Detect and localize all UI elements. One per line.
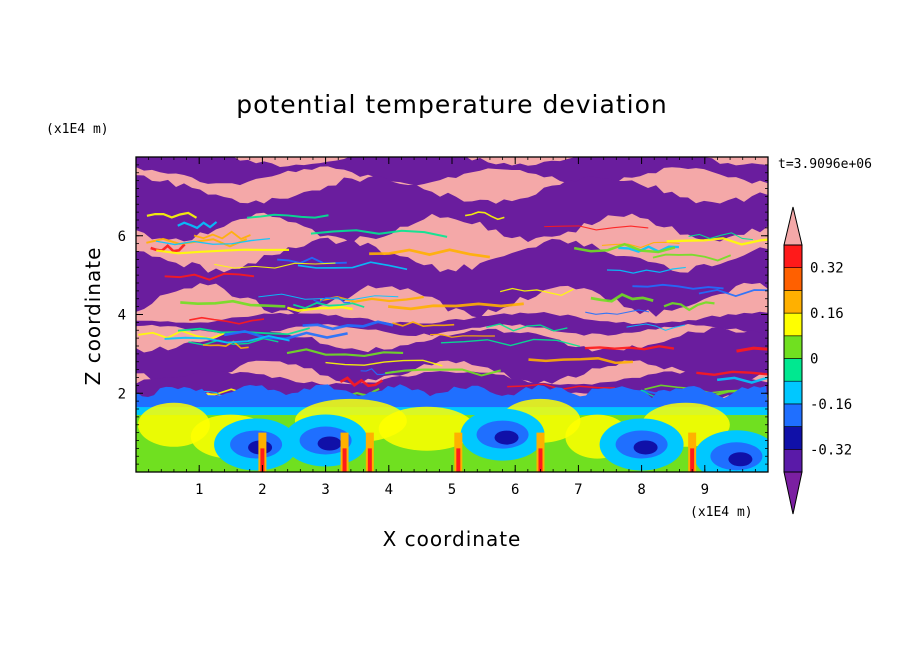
filament [590,293,654,303]
x-tick-label: 4 [385,482,393,498]
filament [632,283,724,290]
filament [688,232,753,241]
filament [286,348,404,358]
filament [155,237,271,246]
x-tick-label: 2 [258,482,266,498]
time-label: t=3.9096e+06 [778,157,872,172]
x-tick-label: 9 [701,482,709,498]
filament [465,211,505,221]
filament [430,333,495,338]
colorbar-segment [783,380,803,405]
filament [388,302,524,311]
filament [698,289,768,297]
y-tick-label: 6 [118,229,126,245]
x-tick-label: 3 [321,482,329,498]
filament [573,242,676,254]
filament [626,323,686,331]
filament [180,299,286,308]
colorbar-tick-label: 0.16 [810,306,844,322]
chart-title: potential temperature deviation [236,90,667,119]
x-unit-label: (x1E4 m) [690,505,753,520]
colorbar-extend-low [783,471,803,515]
y-axis-label: Z coordinate [81,247,105,386]
filament [164,272,255,281]
filament [202,340,249,350]
plot-area [135,156,769,473]
filament [193,230,251,240]
filament [736,346,768,353]
filament [666,237,768,246]
filament [544,225,649,231]
filament [606,266,686,274]
filament [223,329,348,341]
colorbar-segment [783,335,803,359]
filament [385,368,502,377]
filament [156,248,290,255]
colorbar-segment [783,358,803,382]
filament [325,359,443,367]
colorbar-segment [783,312,803,337]
filament [293,301,365,309]
colorbar-segment [783,426,803,450]
colorbar-tick-label: 0 [810,352,818,368]
filament [486,323,568,332]
colorbar-tick-label: -0.16 [810,397,852,413]
x-axis: 1 2 3 4 5 6 7 8 9 [148,157,769,498]
colorbar-extend-high [783,206,803,246]
filament [310,229,448,238]
filament [297,261,408,271]
filament [618,245,679,253]
filament [528,357,633,365]
y-unit-label: (x1E4 m) [46,122,109,137]
filament [601,241,680,249]
colorbar-segment [783,244,803,269]
y-axis: 2 4 6 [118,164,768,465]
filament [585,309,650,315]
colorbar-segment [783,448,803,473]
y-tick-label: 4 [118,308,126,324]
filament [663,301,715,312]
y-tick-label: 2 [118,386,126,402]
filament [177,221,218,230]
filament [164,334,290,344]
filament [214,262,336,269]
filament [287,305,353,312]
filament [652,253,732,262]
filament [499,287,574,297]
x-tick-label: 8 [637,482,645,498]
purple-band [136,237,768,318]
colorbar-segment [783,267,803,291]
x-tick-label: 7 [574,482,582,498]
heatmap-field [136,157,768,472]
filament [339,376,384,388]
purple-band [136,157,768,186]
filament [313,296,351,304]
colorbar-segment [783,403,803,427]
filament [146,211,198,219]
x-tick-label: 1 [195,482,203,498]
filament [302,320,394,331]
x-tick-label: 5 [448,482,456,498]
purple-band [136,175,768,244]
filament [441,338,581,348]
colorbar-segment [783,290,803,314]
filament [696,370,768,376]
x-tick-label: 6 [511,482,519,498]
colorbar-tick-label: -0.32 [810,442,852,458]
filament [716,376,768,384]
filament [584,345,675,351]
filament [392,321,455,328]
colorbar-tick-label: 0.32 [810,261,844,277]
purple-band [136,327,768,385]
filament [189,316,265,325]
x-axis-label: X coordinate [383,527,522,551]
filament [246,213,329,219]
colorbar: 0.32 0.16 0 -0.16 -0.32 [783,206,852,515]
filament [369,248,491,259]
